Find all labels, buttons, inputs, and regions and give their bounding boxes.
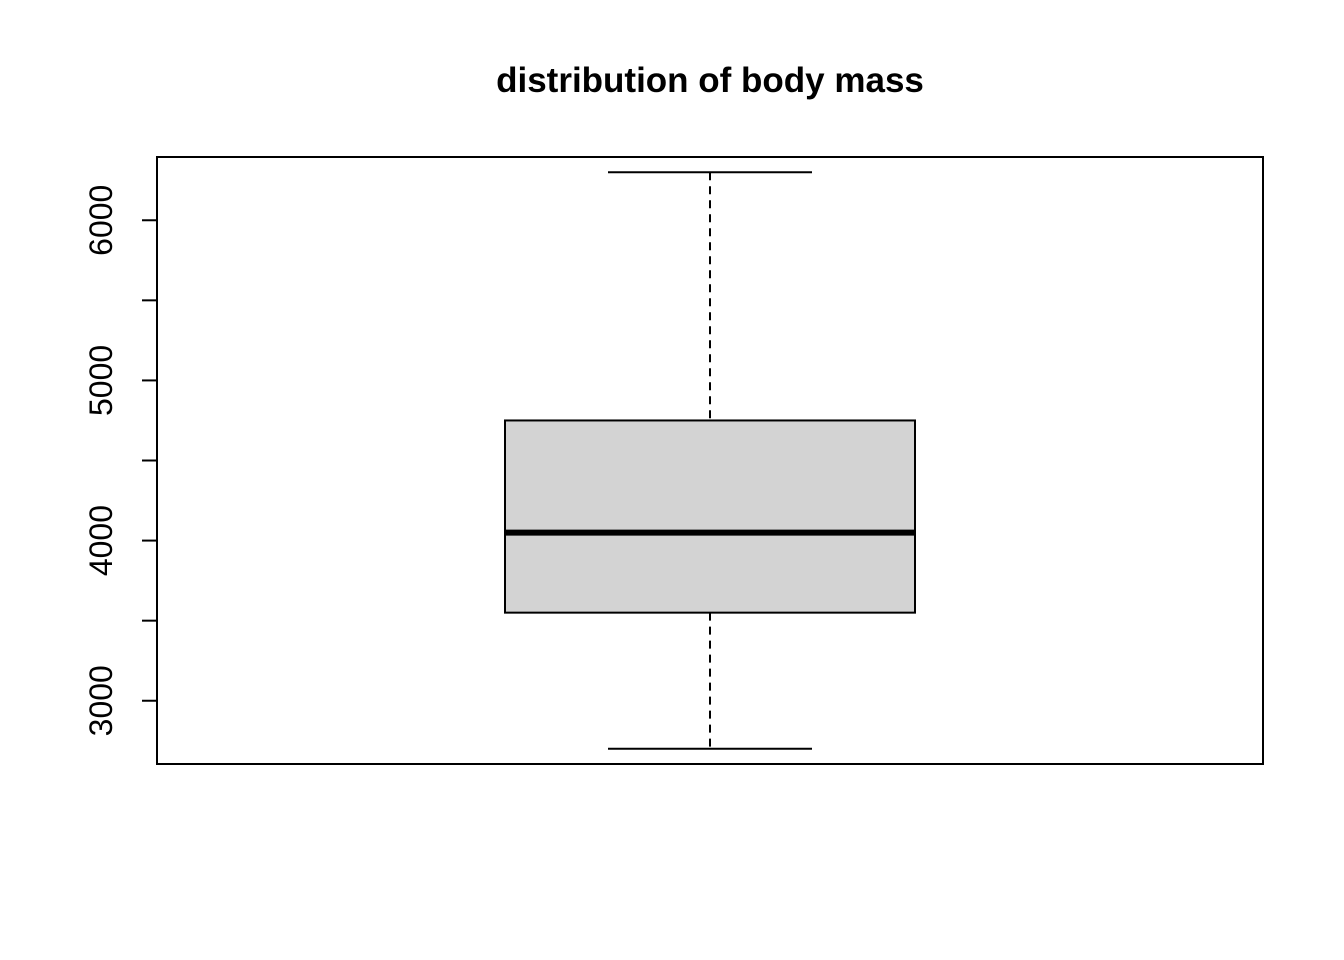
y-tick-label: 6000 <box>83 185 119 256</box>
chart-title: distribution of body mass <box>496 61 924 100</box>
iqr-box <box>504 419 916 614</box>
y-tick-label: 5000 <box>83 345 119 416</box>
y-tick-label: 3000 <box>83 665 119 736</box>
box-group <box>504 171 916 750</box>
y-axis: 3000 4000 5000 6000 <box>83 185 157 736</box>
y-tick-label: 4000 <box>83 505 119 576</box>
